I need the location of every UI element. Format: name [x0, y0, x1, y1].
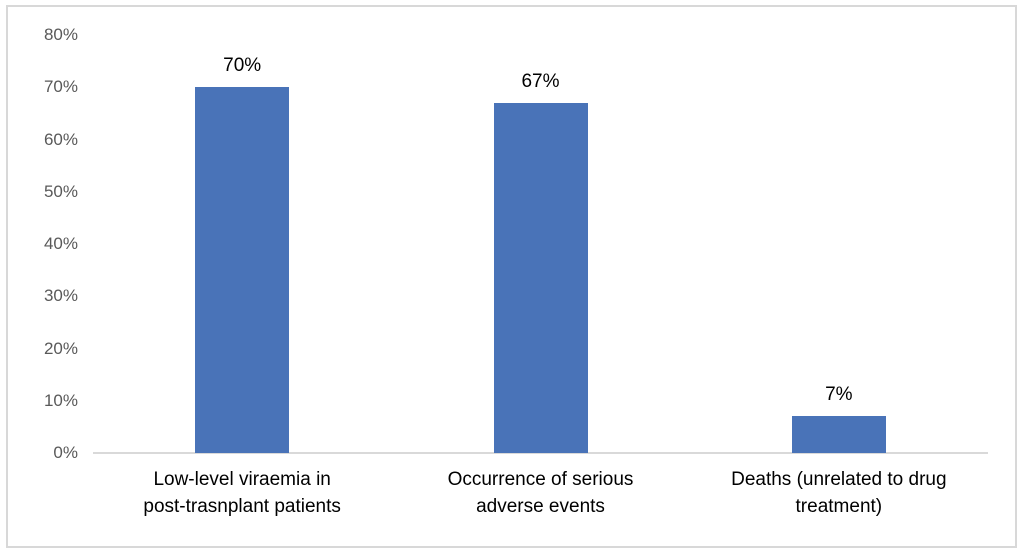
category-label-line: adverse events: [476, 496, 605, 517]
y-tick-label-50pct: 50%: [43, 181, 78, 201]
y-tick-label-10pct: 10%: [43, 390, 78, 410]
category-label-line: Low-level viraemia in: [153, 469, 331, 490]
y-tick-label-60pct: 60%: [43, 129, 78, 149]
y-tick-label-30pct: 30%: [43, 286, 78, 306]
y-tick-label-70pct: 70%: [43, 77, 78, 97]
category-label-3: Deaths (unrelated to drug treatment): [694, 466, 984, 520]
category-label-line: Deaths (unrelated to drug: [731, 469, 947, 490]
category-label-line: treatment): [795, 496, 883, 517]
bar-3: [791, 416, 886, 453]
y-tick-label-20pct: 20%: [43, 338, 78, 358]
y-tick-label-0pct: 0%: [53, 443, 78, 462]
data-label-1: 70%: [223, 55, 262, 77]
category-label-line: Occurrence of serious: [447, 469, 634, 490]
category-label-2: Occurrence of serious adverse events: [396, 466, 686, 520]
category-label-line: post-trasnplant patients: [143, 496, 341, 517]
data-label-3: 7%: [825, 384, 853, 406]
bar-1: [195, 87, 290, 453]
x-axis-line: [93, 452, 988, 454]
category-label-1: Low-level viraemia in post-trasnplant pat…: [97, 466, 387, 520]
bar-2: [493, 102, 588, 453]
y-tick-label-40pct: 40%: [43, 234, 78, 253]
y-tick-label-80pct: 80%: [43, 25, 78, 44]
data-label-2: 67%: [521, 70, 560, 92]
